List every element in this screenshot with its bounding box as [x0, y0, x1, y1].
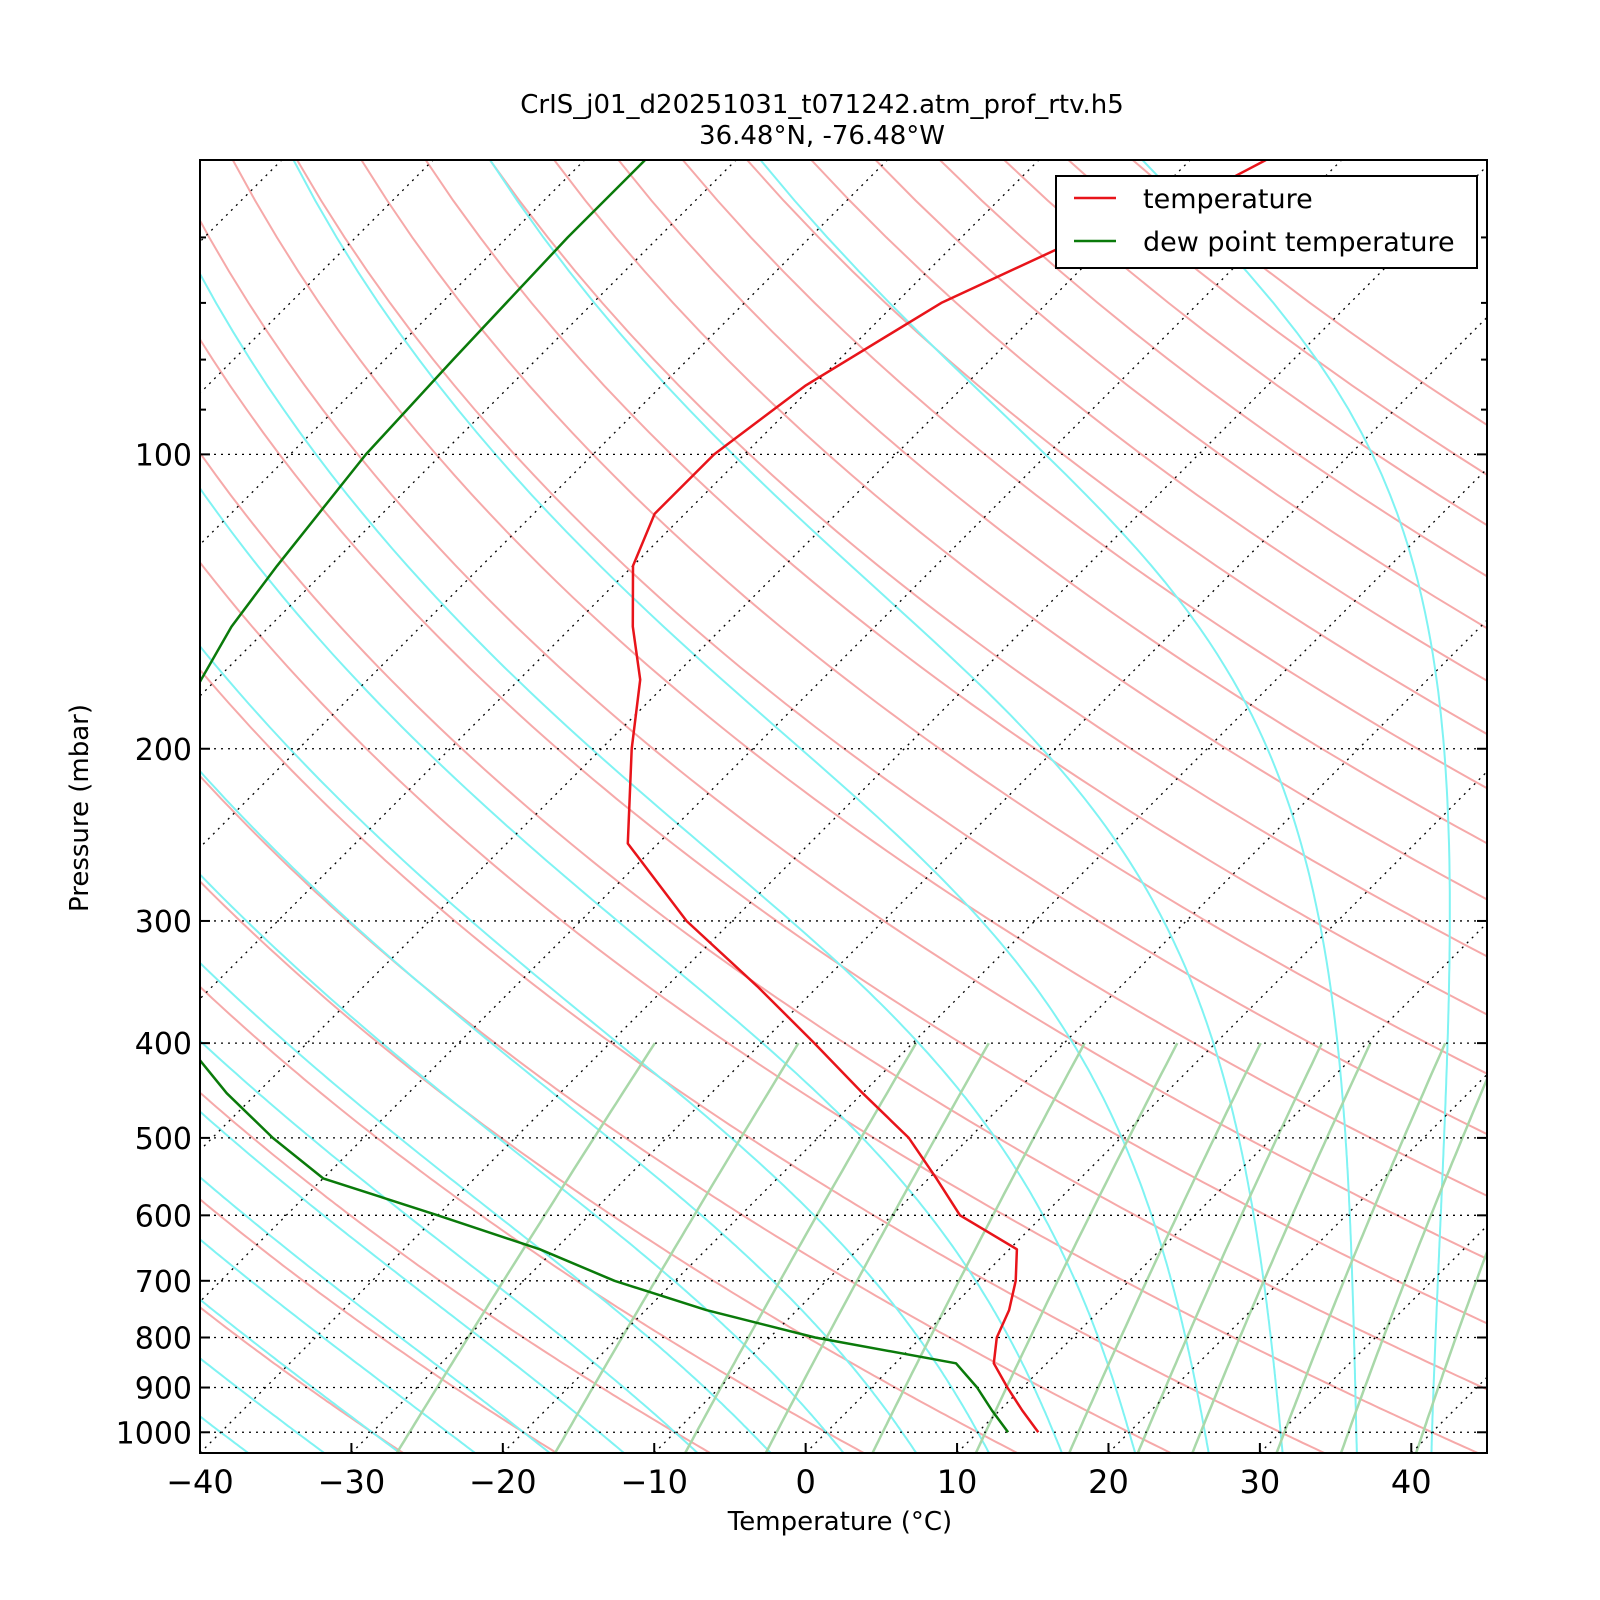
moist-adiabat-line	[200, 1357, 326, 1453]
isotherm-gridline	[200, 160, 1040, 1000]
dry-adiabat-line	[617, 160, 1487, 845]
y-axis-label: Pressure (mbar)	[65, 704, 95, 912]
y-tick-label: 500	[135, 1122, 192, 1157]
moist-adiabat-line	[759, 160, 1358, 1453]
dry-adiabat-line	[424, 160, 1487, 1016]
moist-adiabat-line	[488, 160, 1284, 1453]
dry-adiabat-line	[200, 1091, 713, 1453]
x-tick-label: 10	[937, 1463, 978, 1501]
moist-adiabat-line	[200, 1110, 626, 1453]
y-tick-label: 1000	[116, 1416, 192, 1451]
dry-adiabat-line	[1002, 160, 1487, 527]
moist-adiabat-line	[200, 271, 1137, 1453]
moist-adiabat-line	[292, 160, 1210, 1453]
moist-adiabat-line	[200, 644, 991, 1453]
dry-adiabat-line	[200, 1306, 405, 1453]
dry-adiabat-line	[295, 160, 1487, 1136]
y-tick-label: 100	[135, 438, 192, 473]
dry-adiabat-line	[200, 774, 1174, 1453]
dry-adiabat-line	[938, 160, 1487, 578]
moist-adiabat-line	[200, 873, 845, 1453]
mixing-ratio-line	[553, 1042, 800, 1453]
x-tick-label: −30	[318, 1463, 386, 1501]
mixing-ratio-line	[1136, 1042, 1324, 1453]
dry-adiabat-line	[200, 985, 866, 1453]
moist-adiabat-line	[200, 1238, 477, 1453]
dry-adiabat-line	[1131, 160, 1487, 427]
y-tick-label: 400	[135, 1027, 192, 1062]
dry-adiabat-line	[200, 451, 1487, 1391]
dry-adiabat-line	[200, 218, 1487, 1260]
x-tick-label: 20	[1088, 1463, 1129, 1501]
temperature-line	[626, 160, 1267, 1434]
isotherm-gridline	[1259, 1224, 1487, 1453]
y-tick-label: 900	[135, 1372, 192, 1407]
plot-frame	[199, 159, 1488, 1454]
isotherm-gridline	[200, 160, 888, 849]
y-tick-label: 300	[135, 905, 192, 940]
mixing-ratio-line	[974, 1042, 1179, 1453]
mixing-ratio-line	[1275, 1042, 1447, 1453]
x-tick-label: −40	[166, 1463, 234, 1501]
dry-adiabat-line	[488, 160, 1487, 958]
mixing-ratio-line	[1191, 1042, 1372, 1453]
x-tick-label: 0	[795, 1463, 815, 1501]
dry-adiabat-line	[1066, 160, 1487, 476]
mixing-ratio-line	[683, 1042, 918, 1453]
x-tick-label: 30	[1240, 1463, 1281, 1501]
isotherm-gridline	[200, 160, 1191, 1152]
mixing-ratio-line	[395, 1042, 656, 1453]
moist-adiabat-line	[200, 1415, 250, 1453]
dry-adiabat-line	[200, 560, 1481, 1453]
moist-adiabat-line	[200, 486, 1063, 1453]
dry-adiabat-line	[200, 880, 1020, 1453]
mixing-ratio-line	[1491, 1043, 1600, 1457]
moist-adiabat-line	[200, 769, 918, 1453]
mixing-ratio-line	[1414, 1248, 1487, 1453]
y-tick-label: 800	[135, 1322, 192, 1357]
dry-adiabat-line	[231, 160, 1487, 1197]
series-lines	[200, 160, 1267, 1434]
mixing-ratio-line	[871, 1042, 1086, 1453]
legend-label-temperature: temperature	[1143, 184, 1313, 215]
dry-adiabat-line	[200, 668, 1327, 1453]
isotherm-gridline	[200, 165, 1487, 1453]
legend: temperature dew point temperature	[1055, 175, 1478, 269]
y-tick-label: 200	[135, 733, 192, 768]
legend-box	[1055, 175, 1478, 269]
dry-adiabat-line	[200, 1198, 559, 1453]
moist-adiabat-line	[200, 1298, 402, 1453]
moist-adiabat-line	[200, 1039, 700, 1453]
background-lines	[200, 160, 1600, 1457]
chart-title-line2: 36.48°N, -76.48°W	[699, 121, 945, 151]
moist-adiabat-line	[1141, 160, 1451, 1453]
grid-lines	[200, 160, 1487, 1453]
x-tick-label: −10	[620, 1463, 688, 1501]
x-axis-label: Temperature (°C)	[727, 1507, 952, 1537]
dry-adiabat-line	[360, 160, 1487, 1075]
x-tick-label: 40	[1391, 1463, 1432, 1501]
mixing-ratio-line	[1067, 1042, 1262, 1453]
dry-adiabat-line	[552, 160, 1487, 901]
y-tick-label: 600	[135, 1199, 192, 1234]
dew-point-line	[200, 160, 1010, 1434]
moist-adiabat-line	[200, 961, 773, 1453]
dry-adiabat-line	[681, 160, 1487, 790]
dry-adiabat-line	[200, 337, 1487, 1325]
isotherm-gridline	[200, 160, 1343, 1303]
mixing-ratio-line	[1339, 1075, 1487, 1453]
isotherm-gridline	[956, 922, 1487, 1453]
y-tick-label: 700	[135, 1265, 192, 1300]
legend-label-dewpoint: dew point temperature	[1143, 227, 1455, 258]
mixing-ratio-line	[764, 1042, 990, 1453]
moist-adiabat-line	[200, 1175, 552, 1453]
chart-title-line1: CrIS_j01_d20251031_t071242.atm_prof_rtv.…	[520, 90, 1124, 120]
x-tick-label: −20	[469, 1463, 537, 1501]
